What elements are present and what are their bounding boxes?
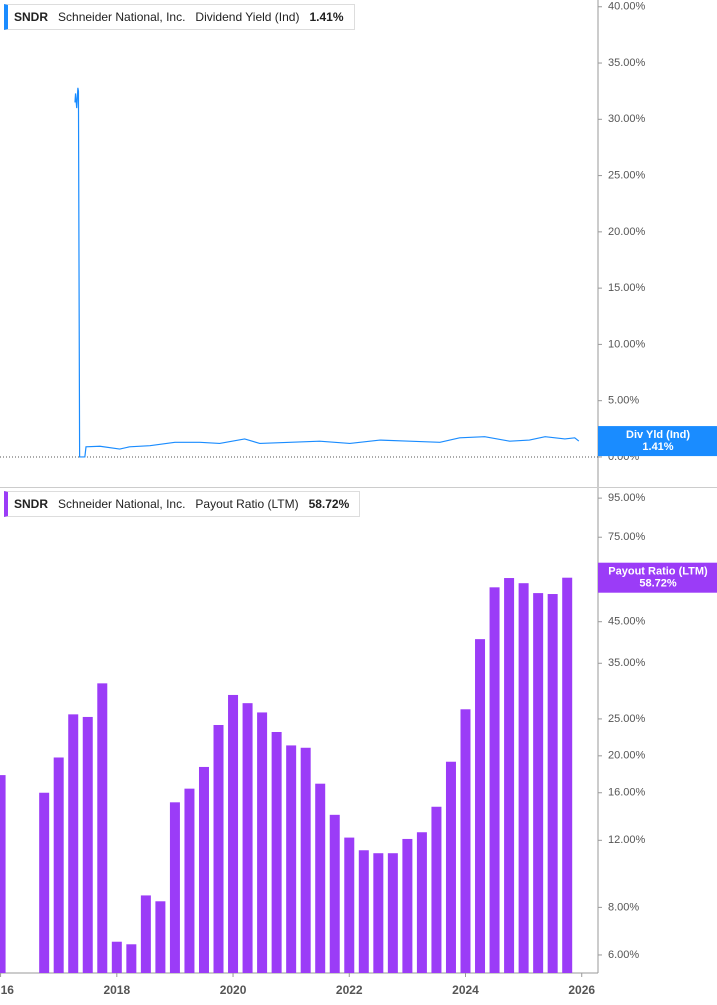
y-tick-label: 8.00% xyxy=(608,901,639,913)
bar xyxy=(547,594,558,973)
y-tick-label: 20.00% xyxy=(608,750,646,762)
bar xyxy=(0,775,6,973)
bar xyxy=(533,593,544,973)
x-tick-label: 2016 xyxy=(0,983,14,997)
y-tick-label: 16.00% xyxy=(608,787,646,799)
bar xyxy=(518,583,529,973)
legend-entry: Dividend Yield (Ind) xyxy=(195,10,300,24)
y-tick-label: 25.00% xyxy=(608,169,646,181)
bar xyxy=(155,901,166,973)
value-tag-value: 1.41% xyxy=(642,441,673,453)
bar xyxy=(431,806,442,973)
bar xyxy=(315,783,326,973)
bar xyxy=(82,716,93,973)
bar xyxy=(111,941,122,973)
ticker: SNDR xyxy=(14,497,49,511)
x-tick-label: 2022 xyxy=(336,983,363,997)
value-tag xyxy=(598,562,717,593)
bar xyxy=(97,683,108,973)
bar xyxy=(300,747,311,973)
y-tick-label: 15.00% xyxy=(608,282,646,294)
value-tag xyxy=(598,426,717,457)
x-tick-label: 2020 xyxy=(220,983,247,997)
y-tick-label: 75.00% xyxy=(608,531,646,543)
bar xyxy=(358,850,369,973)
y-tick-label: 35.00% xyxy=(608,57,646,69)
bar xyxy=(213,724,224,973)
bar xyxy=(286,745,297,973)
bar xyxy=(126,944,137,973)
y-tick-label: 35.00% xyxy=(608,657,646,669)
y-tick-label: 10.00% xyxy=(608,338,646,350)
line xyxy=(74,87,580,458)
company: Schneider National, Inc. xyxy=(58,497,186,511)
y-tick-label: 30.00% xyxy=(608,113,646,125)
y-tick-label: 20.00% xyxy=(608,226,646,238)
bar xyxy=(373,853,384,973)
bar xyxy=(416,832,427,973)
ticker: SNDR xyxy=(14,10,49,24)
value-tag-value: 58.72% xyxy=(639,578,677,590)
bar xyxy=(39,792,50,973)
x-tick-label: 2026 xyxy=(568,983,595,997)
bar xyxy=(329,814,340,973)
legend: SNDR Schneider National, Inc. Payout Rat… xyxy=(4,491,361,517)
legend-entry: Payout Ratio (LTM) xyxy=(195,497,299,511)
y-tick-label: 45.00% xyxy=(608,616,646,628)
bar xyxy=(402,838,413,973)
bar xyxy=(387,853,398,973)
bar xyxy=(68,714,79,973)
bar xyxy=(489,587,500,973)
bar xyxy=(257,712,268,973)
bar xyxy=(53,757,64,973)
bar xyxy=(475,639,486,973)
current-value: 1.41% xyxy=(309,10,344,24)
bar xyxy=(169,802,180,973)
y-tick-label: 25.00% xyxy=(608,713,646,725)
x-tick-label: 2024 xyxy=(452,983,479,997)
y-tick-label: 5.00% xyxy=(608,395,639,407)
y-tick-label: 6.00% xyxy=(608,949,639,961)
bar xyxy=(198,766,209,973)
bar xyxy=(344,837,355,973)
bar xyxy=(228,694,239,973)
y-tick-label: 40.00% xyxy=(608,1,646,13)
current-value: 58.72% xyxy=(308,497,350,511)
bar xyxy=(184,788,195,973)
bar xyxy=(460,709,471,973)
value-tag-label: Payout Ratio (LTM) xyxy=(608,566,708,578)
bar xyxy=(562,577,573,973)
x-tick-label: 2018 xyxy=(103,983,130,997)
bar xyxy=(242,703,253,973)
value-tag-label: Div Yld (Ind) xyxy=(626,429,690,441)
company: Schneider National, Inc. xyxy=(58,10,186,24)
y-tick-label: 95.00% xyxy=(608,492,646,504)
legend: SNDR Schneider National, Inc. Dividend Y… xyxy=(4,4,355,30)
bar xyxy=(271,732,282,973)
bar xyxy=(504,578,515,973)
bar xyxy=(140,895,151,973)
y-tick-label: 12.00% xyxy=(608,834,646,846)
bar xyxy=(445,761,456,973)
